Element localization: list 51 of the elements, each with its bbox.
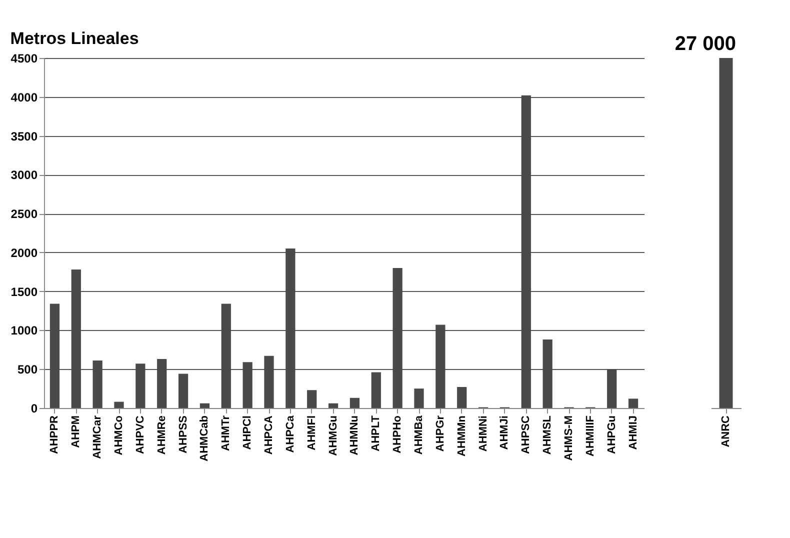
x-tick-label: AHPVC bbox=[134, 415, 146, 454]
x-tick-label: AHMNu bbox=[348, 416, 361, 456]
x-tick-label: AHMIIIF bbox=[584, 415, 596, 456]
x-tick-label: AHPM bbox=[70, 416, 82, 448]
data-label: 27 000 bbox=[674, 33, 736, 55]
x-tick-label: AHMTr bbox=[220, 414, 232, 451]
x-tick-label: AHMCo bbox=[113, 415, 125, 456]
bar bbox=[328, 403, 338, 408]
x-tick-label: AHMCar bbox=[92, 414, 104, 459]
y-tick-label: 3500 bbox=[10, 129, 38, 144]
y-tick-label: 2500 bbox=[10, 207, 38, 222]
x-tick-label: AHPCa bbox=[284, 414, 296, 453]
x-tick-label: AHPGu bbox=[606, 416, 618, 454]
y-tick-label: 4000 bbox=[10, 90, 38, 104]
y-tick-label: 500 bbox=[17, 362, 38, 377]
y-tick-label: 1500 bbox=[10, 284, 38, 299]
x-tick-label: AHPSS bbox=[177, 416, 190, 454]
x-tick-label: AHMJi bbox=[498, 416, 511, 450]
x-tick-label: AHMBa bbox=[413, 414, 425, 455]
x-tick-label: AHPCl bbox=[242, 416, 254, 450]
bar bbox=[350, 398, 360, 408]
x-tick-label: ANRC bbox=[720, 415, 732, 448]
y-tick-label: 2000 bbox=[10, 246, 38, 260]
x-tick-label: AHMFl bbox=[306, 416, 318, 450]
y-tick-label: 0 bbox=[30, 402, 38, 416]
x-tick-label: AHMCab bbox=[198, 415, 211, 462]
bar bbox=[307, 390, 317, 408]
x-tick-label: AHMGu bbox=[327, 416, 340, 456]
x-tick-label: AHMIJ bbox=[627, 416, 640, 450]
x-tick-label: AHMNi bbox=[477, 416, 490, 452]
x-tick-label: AHPLT bbox=[370, 415, 382, 452]
bar bbox=[200, 403, 210, 408]
chart-title: Metros Lineales bbox=[10, 29, 139, 48]
x-tick-label: AHPGr bbox=[434, 414, 446, 452]
x-tick-label: AHMSL bbox=[542, 415, 554, 455]
x-tick-label: AHPHo bbox=[392, 415, 404, 454]
x-tick-label: AHMRe bbox=[156, 416, 168, 455]
x-tick-label: AHPCA bbox=[263, 415, 275, 455]
bar bbox=[628, 398, 638, 408]
bar bbox=[371, 372, 381, 408]
x-tick-label: AHPSC bbox=[520, 415, 532, 454]
y-tick-label: 1000 bbox=[10, 324, 38, 338]
x-tick-label: AHPPR bbox=[48, 415, 61, 454]
bar bbox=[457, 387, 467, 408]
x-tick-label: AHMS-M bbox=[563, 416, 575, 461]
bar bbox=[414, 388, 424, 408]
bar bbox=[178, 374, 188, 408]
y-tick-label: 3000 bbox=[10, 168, 38, 182]
x-tick-label: AHMMn bbox=[456, 415, 468, 456]
y-tick-label: 4500 bbox=[10, 52, 38, 66]
bar bbox=[114, 402, 124, 408]
